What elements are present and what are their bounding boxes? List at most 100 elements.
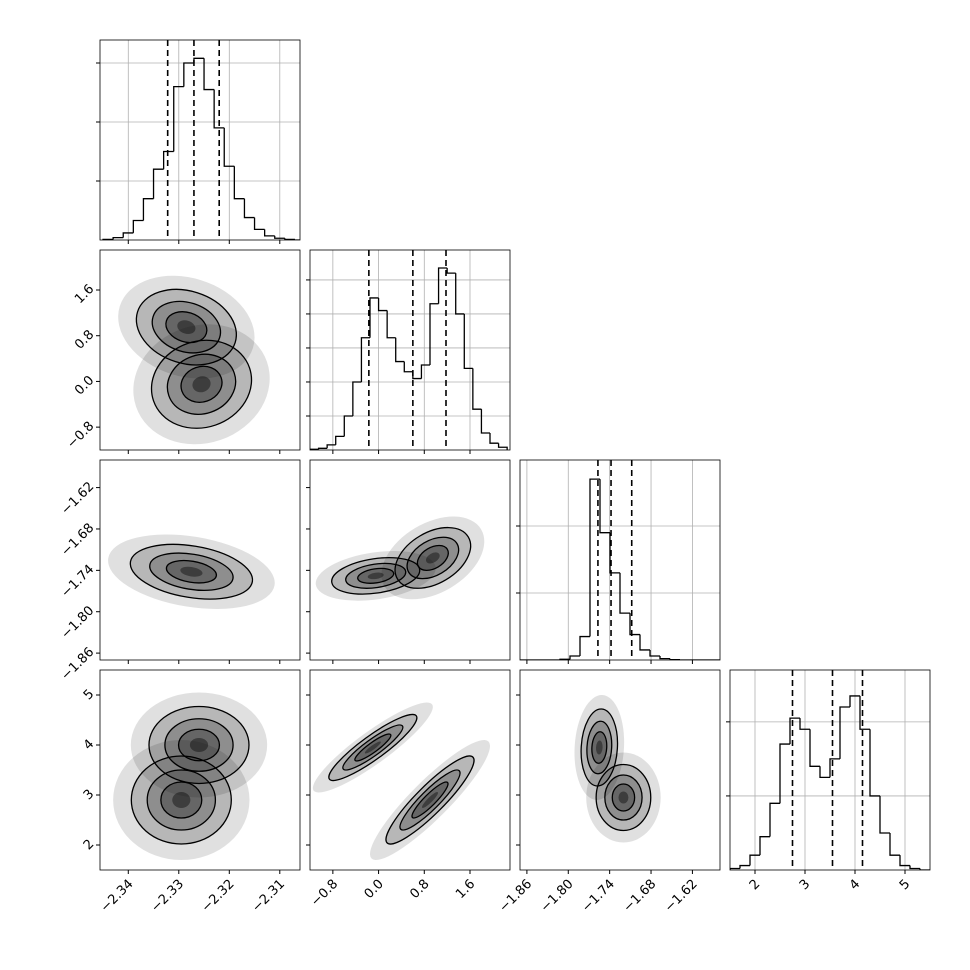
panel: 2 3 4 5 [726,669,931,893]
histogram-bin [243,198,255,219]
panel-content [108,534,275,609]
histogram-bin [489,432,499,444]
x-tick-label: −2.32 [199,877,238,916]
y-tick-label: 0.0 [72,373,97,398]
histogram-bin [579,635,590,656]
contour [385,755,475,845]
histogram-bin [759,836,770,856]
y-tick-label: 4 [81,737,97,753]
contour [180,365,223,403]
histogram-bin [213,89,225,129]
x-tick-label: 2 [747,877,763,893]
panel-frame [309,459,511,661]
histogram-bin [879,795,890,834]
density [604,775,643,820]
histogram-bin [122,232,134,238]
panel [306,249,511,454]
histogram-bin [284,238,295,240]
panel-content [113,692,268,860]
density [586,721,612,774]
contour [151,300,222,354]
histogram-bin [310,448,319,450]
histogram-bin [730,867,740,870]
panel-frame [99,39,301,241]
density [164,718,234,772]
contour [354,733,392,762]
histogram-bin [819,766,830,779]
density [618,791,629,804]
density [425,552,440,564]
density [357,568,394,584]
contour [177,728,221,762]
histogram-bin [352,381,362,416]
contour [411,781,449,819]
contour [580,708,619,787]
x-tick-label: 4 [847,877,863,893]
histogram-bin [669,658,680,660]
contour [150,339,253,429]
panel: −0.8 0.0 0.8 1.6 [64,249,301,454]
density [421,791,438,808]
histogram-bin [335,435,345,445]
histogram-bin [769,802,780,837]
x-tick-label: 3 [797,877,813,893]
density [166,560,217,583]
density [342,724,403,770]
histogram-bin [326,444,336,449]
histogram-bin [395,337,405,363]
density [412,782,449,819]
contour [345,562,407,589]
y-tick-label: −0.8 [64,419,97,452]
density [591,731,607,764]
histogram-bin [274,235,285,239]
histogram-bin [429,303,439,365]
histogram-bin [386,310,396,339]
contour [604,774,643,821]
y-tick-label: 0.8 [72,327,97,352]
panel-content [118,275,270,445]
density [181,366,222,403]
panel-frame [309,669,511,871]
y-tick-label: 3 [81,787,97,803]
density [148,706,249,784]
histogram-bin [859,695,870,730]
panel: −1.86−1.80−1.74−1.68−1.62 [496,669,721,915]
panel [96,39,301,244]
panel: −2.34 −2.33 −2.32 −2.31 2 3 4 5 [81,669,301,916]
contour [416,544,449,571]
histogram-bin [839,706,850,759]
histogram-bin [132,219,144,233]
density [386,756,475,845]
panel-content [310,250,510,450]
histogram-bin [779,743,790,804]
contour [166,353,237,415]
panel-content [312,702,490,860]
density [113,740,250,860]
density [165,311,207,343]
x-tick-label: −0.8 [308,877,341,910]
histogram-bin [497,443,508,450]
density [369,739,490,860]
panel-frame [309,249,511,451]
histogram-bin [829,758,840,778]
panel: −0.8 0.0 0.8 1.6 [306,669,511,910]
x-tick-label: −2.33 [148,877,187,916]
contour [149,552,234,591]
histogram-bin [463,313,473,370]
density [612,784,635,811]
histogram-bin [869,729,880,797]
density [177,320,196,335]
panel-content [315,516,485,601]
contour [342,724,404,771]
x-tick-label: −2.31 [249,877,288,916]
density [167,354,236,415]
histogram-bin [403,361,413,373]
histogram-bin [480,409,490,434]
y-tick-label: −1.80 [59,603,98,642]
histogram-bin [609,532,620,574]
histogram-bin [739,864,750,869]
density [108,534,275,609]
histogram-bin [142,198,154,221]
